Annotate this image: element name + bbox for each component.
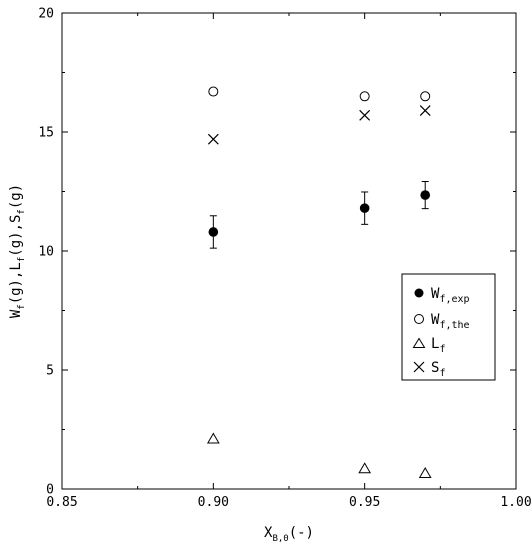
legend-label-lf-sub: f xyxy=(439,344,445,355)
point-sf xyxy=(207,133,219,145)
point-sf xyxy=(359,109,371,121)
legend-label-sf-sub: f xyxy=(439,368,445,379)
legend-label-wf-exp: Wf,exp xyxy=(431,286,470,305)
y-axis-title-w-sub: f xyxy=(17,304,27,309)
y-axis-title-l-suffix: (g), xyxy=(8,223,24,257)
y-tick-label: 10 xyxy=(38,245,54,260)
legend-label-wf-the: Wf,the xyxy=(431,312,470,331)
y-axis-title-w-suffix: (g), xyxy=(8,271,24,305)
point-wf-the xyxy=(359,91,370,102)
y-axis-title-s-sub: f xyxy=(17,209,27,214)
legend-marker-open-circle xyxy=(414,314,424,324)
legend-label-wf-the-sub: f,the xyxy=(439,320,469,331)
point-wf-the xyxy=(208,86,219,97)
point-wf-exp xyxy=(208,227,219,237)
legend-marker-filled-circle xyxy=(414,288,424,298)
y-axis-title-s-main: S xyxy=(8,215,24,223)
legend-label-lf: Lf xyxy=(431,336,445,355)
x-tick-label: 0.90 xyxy=(198,495,229,510)
legend-label-lf-main: L xyxy=(431,336,439,352)
y-axis-title-l-main: L xyxy=(8,262,24,270)
y-axis-title-s-suffix: (g) xyxy=(8,184,24,209)
x-tick-label: 0.95 xyxy=(349,495,380,510)
legend-label-wf-the-main: W xyxy=(431,312,440,328)
y-axis-title-l-sub: f xyxy=(17,257,27,262)
axis-ticks: 0.85 0.90 0.95 1.00 0 5 10 15 20 xyxy=(38,7,531,511)
legend-label-wf-exp-main: W xyxy=(431,286,440,302)
point-wf-exp xyxy=(420,190,431,200)
x-tick-label: 0.85 xyxy=(46,495,77,510)
legend-label-sf: Sf xyxy=(431,360,445,379)
y-tick-label: 20 xyxy=(38,7,54,22)
x-axis-title-sub: B,0 xyxy=(272,534,288,544)
y-tick-label: 0 xyxy=(46,483,54,498)
legend-marker-cross xyxy=(413,361,425,373)
point-lf xyxy=(358,462,372,474)
x-axis-title: XB,0(-) xyxy=(264,525,314,544)
legend-label-sf-main: S xyxy=(431,360,439,376)
point-wf-the xyxy=(420,91,431,102)
legend: Wf,exp Wf,the Lf Sf xyxy=(401,273,496,381)
point-wf-exp xyxy=(359,203,370,213)
y-axis-title: Wf(g),Lf(g),Sf(g) xyxy=(8,184,27,318)
data-marks xyxy=(206,86,432,479)
point-lf xyxy=(206,432,220,444)
x-axis-title-suffix: (-) xyxy=(289,525,314,541)
y-axis-title-w-main: W xyxy=(8,309,24,318)
y-tick-label: 5 xyxy=(46,364,54,379)
x-axis-title-main: X xyxy=(264,525,273,541)
point-lf xyxy=(418,467,432,479)
legend-label-wf-exp-sub: f,exp xyxy=(439,294,469,305)
point-sf xyxy=(419,105,431,117)
y-tick-label: 15 xyxy=(38,126,54,141)
plot-frame xyxy=(61,12,517,490)
x-tick-label: 1.00 xyxy=(500,495,531,510)
legend-marker-open-triangle xyxy=(412,337,426,348)
